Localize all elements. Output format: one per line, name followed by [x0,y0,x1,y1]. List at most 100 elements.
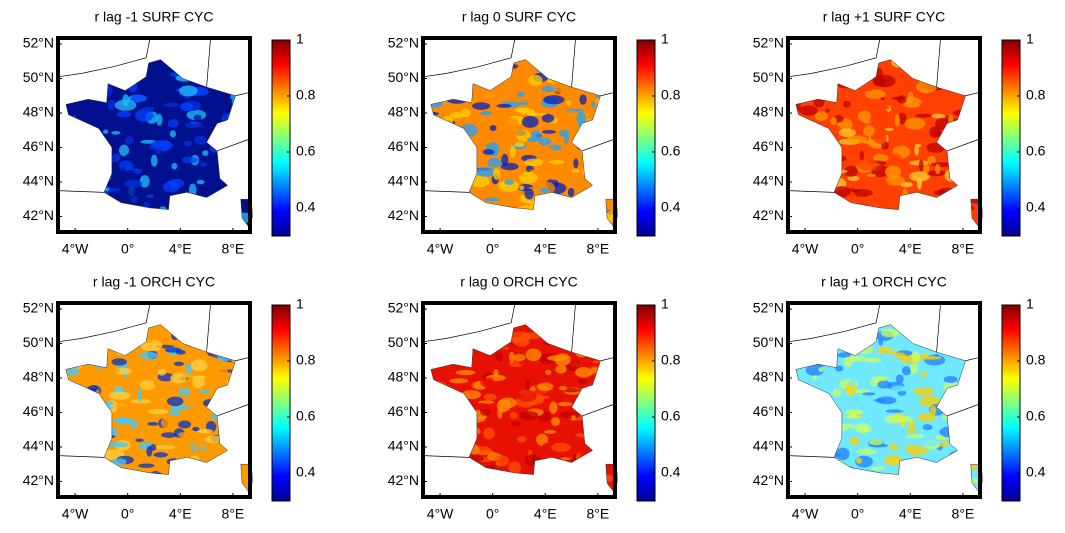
field-patch [897,390,907,396]
field-patch [134,155,144,163]
x-tick-label: 4°E [169,506,192,522]
field-patch [484,197,500,202]
field-patch [885,414,907,424]
field-patch [124,154,131,161]
field-patch [849,354,858,363]
field-patch [934,164,941,175]
field-patch [871,376,891,380]
field-patch [799,105,818,116]
field-patch [885,175,906,186]
field-patch [115,401,128,410]
colorbar-tick-label: 0.8 [661,352,681,368]
y-tick-label: 46°N [23,138,54,154]
colorbar-tick-label: 0.6 [1026,143,1046,159]
field-patch [510,372,520,386]
field-patch [931,113,946,119]
neighbour-border [57,302,151,343]
field-patch [130,418,138,429]
y-tick-label: 52°N [23,35,54,51]
field-patch [549,401,558,414]
field-patch [850,188,873,197]
field-patch [123,375,139,388]
x-tick-label: 0° [121,506,134,522]
y-tick-label: 52°N [388,35,419,51]
field-patch [907,91,914,103]
field-patch [509,331,531,341]
field-patch [870,466,885,471]
field-patch [521,115,539,128]
x-tick-label: 8°E [587,241,610,257]
field-patch [847,135,868,144]
field-patch [814,111,828,121]
field-patch [878,337,884,346]
field-patch [513,142,525,148]
field-patch [455,370,476,376]
field-patch [539,187,550,193]
field-patch [200,115,218,127]
field-patch [546,171,567,181]
field-patch [508,351,515,363]
field-patch [196,428,213,434]
field-patch [844,165,858,177]
y-tick-label: 52°N [753,35,784,51]
field-patch [168,178,185,188]
field-patch [184,406,199,414]
colorbar-tick-label: 0.4 [296,199,316,215]
field-patch [185,363,193,374]
y-tick-label: 42°N [753,472,784,488]
field-patch [509,145,516,158]
field-patch [181,392,187,401]
field-patch [113,417,131,424]
field-patch [199,389,211,394]
y-tick-label: 48°N [753,104,784,120]
field-patch [161,432,177,438]
field-patch [139,380,156,390]
y-tick-label: 50°N [753,69,784,85]
field-patch [536,433,549,446]
colorbar-tick-label: 0.6 [296,143,316,159]
field-patch [918,159,924,172]
field-patch [170,373,187,384]
field-patch [563,388,581,393]
colorbar-tick-label: 0.8 [296,87,316,103]
field-patch [916,413,937,422]
x-tick-label: 0° [486,506,499,522]
field-patch [895,374,904,384]
field-patch [169,130,176,138]
field-patch [890,153,902,166]
field-patch [927,155,936,166]
field-patch [542,443,550,451]
field-patch [142,106,155,111]
field-patch [510,448,527,457]
field-patch [191,375,207,380]
field-patch [192,376,205,389]
field-patch [224,102,233,108]
y-tick-label: 44°N [388,438,419,454]
field-patch [100,367,120,374]
y-tick-label: 42°N [23,472,54,488]
field-patch [127,185,137,199]
field-patch [498,397,517,409]
field-patch [494,90,499,94]
map-frame [786,36,982,234]
field-patch [567,187,575,197]
colorbar [271,304,291,502]
panel-title: r lag 0 ORCH CYC [460,274,577,290]
field-patch [873,153,889,163]
field-patch [475,167,496,177]
field-patch [191,149,197,156]
field-patch [173,361,184,367]
field-patch [872,76,887,87]
field-patch [859,150,864,161]
field-patch [171,162,178,170]
y-tick-label: 50°N [388,334,419,350]
field-patch [196,179,205,185]
y-tick-label: 46°N [388,403,419,419]
field-patch [530,130,542,142]
field-patch [157,368,167,376]
neighbour-border [787,302,981,458]
field-patch [153,452,168,458]
field-patch [888,338,899,351]
colorbar-tick-label: 0.8 [661,87,681,103]
field-patch [519,172,538,184]
